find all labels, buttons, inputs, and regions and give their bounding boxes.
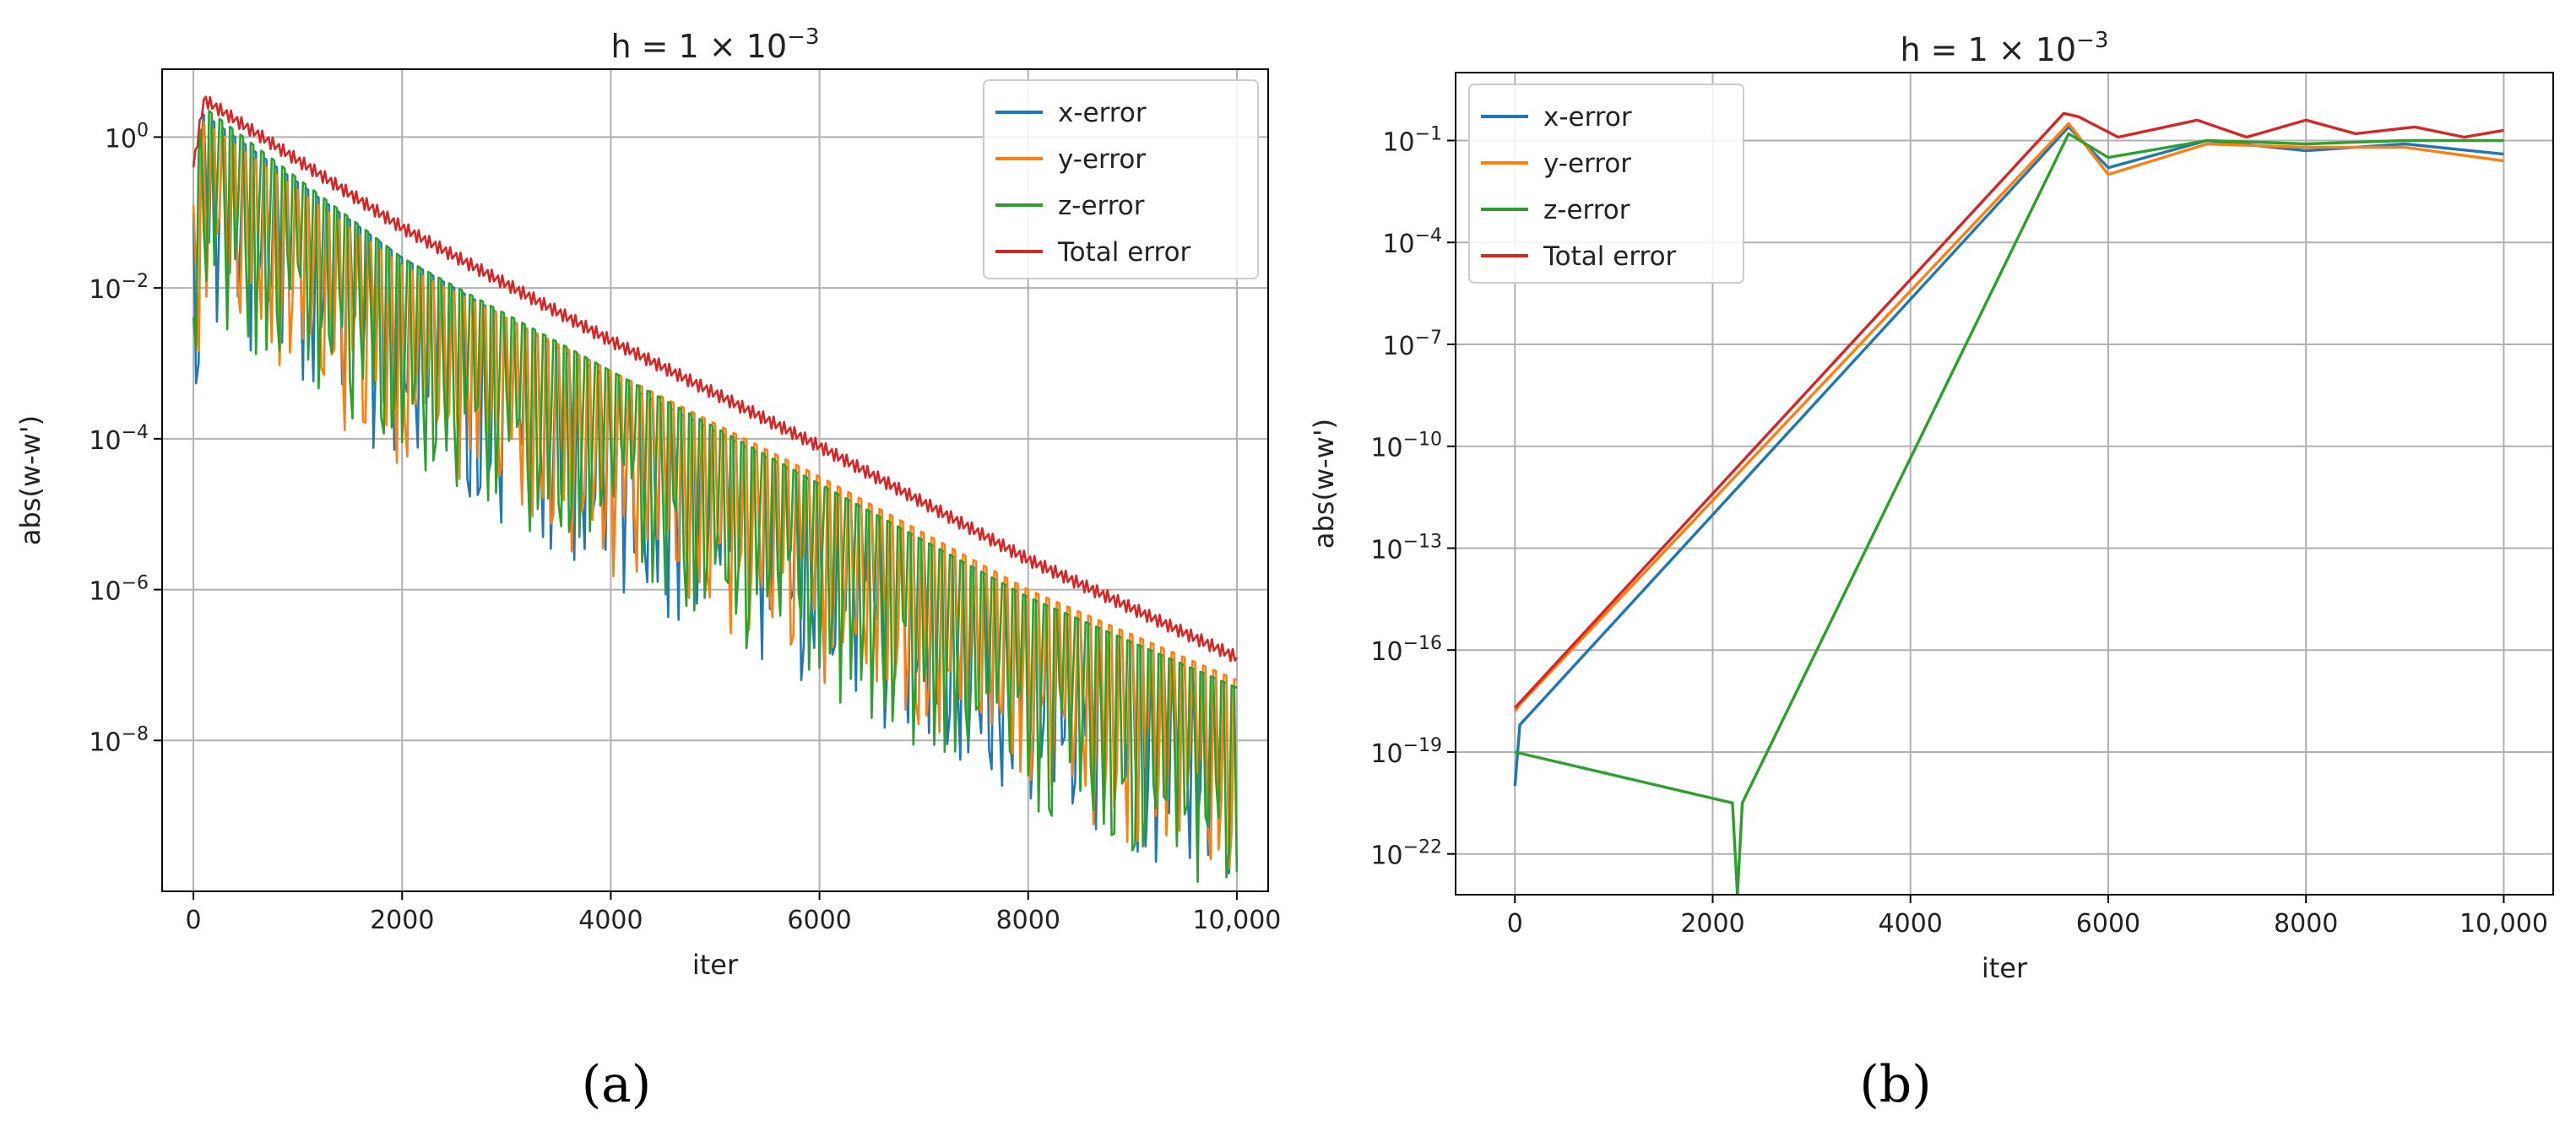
y-tick-label: 100 bbox=[105, 120, 149, 154]
x-axis-label: iter bbox=[1982, 952, 2028, 984]
y-tick-label: 10−2 bbox=[89, 271, 149, 305]
series-line-total-error bbox=[1514, 111, 2504, 709]
legend-label-z-error: z-error bbox=[1543, 195, 1630, 225]
chart-title: h = 1 × 10−3 bbox=[1901, 28, 2109, 68]
y-tick-label: 10−7 bbox=[1382, 327, 1442, 361]
axes-frame bbox=[1455, 72, 2554, 896]
y-tick-label: 10−10 bbox=[1370, 430, 1442, 463]
series-line-x-error bbox=[1513, 125, 2504, 787]
legend-box bbox=[983, 79, 1259, 279]
chart-panel-a: 0 2000 4000 6000 8000 10,000 100 10−2 10−4 10−6 10… bbox=[14, 24, 1281, 981]
legend-label-z-error: z-error bbox=[1058, 191, 1145, 221]
panel-a-label: (a) bbox=[581, 1055, 652, 1114]
x-tick-label: 4000 bbox=[1879, 909, 1943, 939]
legend-label-total-error: Total error bbox=[1543, 241, 1677, 272]
y-axis-label: abs(w-w') bbox=[1308, 419, 1340, 549]
y-axis-label: abs(w-w') bbox=[14, 415, 46, 545]
x-tick-label: 10,000 bbox=[1192, 906, 1281, 935]
legend: x-error y-error z-error Total error bbox=[983, 79, 1259, 279]
series-line-z-error bbox=[192, 110, 1239, 883]
x-tick-label: 2000 bbox=[370, 906, 434, 935]
x-tick-label: 8000 bbox=[2274, 909, 2338, 939]
y-tick-label: 10−4 bbox=[89, 422, 149, 456]
legend-label-y-error: y-error bbox=[1543, 149, 1631, 179]
y-tick-label: 10−4 bbox=[1382, 225, 1442, 259]
x-tick-label: 0 bbox=[1507, 909, 1523, 939]
panel-b-label: (b) bbox=[1859, 1055, 1932, 1114]
x-tick-label: 10,000 bbox=[2459, 909, 2548, 939]
series-line-z-error bbox=[1514, 132, 2504, 895]
plot-area bbox=[192, 95, 1239, 883]
legend-label-x-error: x-error bbox=[1543, 102, 1632, 133]
y-tick-label: 10−16 bbox=[1370, 633, 1442, 667]
y-tick-label: 10−8 bbox=[89, 723, 149, 757]
y-tick-label: 10−19 bbox=[1370, 735, 1442, 769]
x-tick-label: 0 bbox=[186, 906, 202, 935]
x-tick-label: 4000 bbox=[578, 906, 643, 935]
series-line-total-error bbox=[192, 95, 1238, 663]
axes-frame bbox=[161, 68, 1269, 892]
y-tick-label: 10−22 bbox=[1370, 837, 1442, 871]
chart-panel-b: 0 2000 4000 6000 8000 10,000 10−1 10−4 10−7 10−10… bbox=[1308, 28, 2554, 984]
y-tick-label: 10−1 bbox=[1382, 123, 1442, 157]
legend-label-y-error: y-error bbox=[1058, 144, 1146, 175]
legend: x-error y-error z-error Total error bbox=[1468, 84, 1744, 284]
plot-area bbox=[1513, 111, 2504, 895]
x-tick-label: 8000 bbox=[996, 906, 1060, 935]
y-tick-label: 10−6 bbox=[89, 573, 149, 607]
legend-box bbox=[1468, 84, 1744, 284]
legend-label-x-error: x-error bbox=[1058, 98, 1147, 128]
legend-label-total-error: Total error bbox=[1057, 237, 1191, 268]
y-tick-label: 10−13 bbox=[1370, 531, 1442, 565]
series-line-y-error bbox=[1513, 122, 2504, 712]
x-tick-label: 6000 bbox=[787, 906, 851, 935]
x-tick-label: 2000 bbox=[1680, 909, 1744, 939]
x-axis-label: iter bbox=[692, 949, 739, 981]
x-tick-label: 6000 bbox=[2076, 909, 2140, 939]
chart-title: h = 1 × 10−3 bbox=[611, 24, 820, 65]
